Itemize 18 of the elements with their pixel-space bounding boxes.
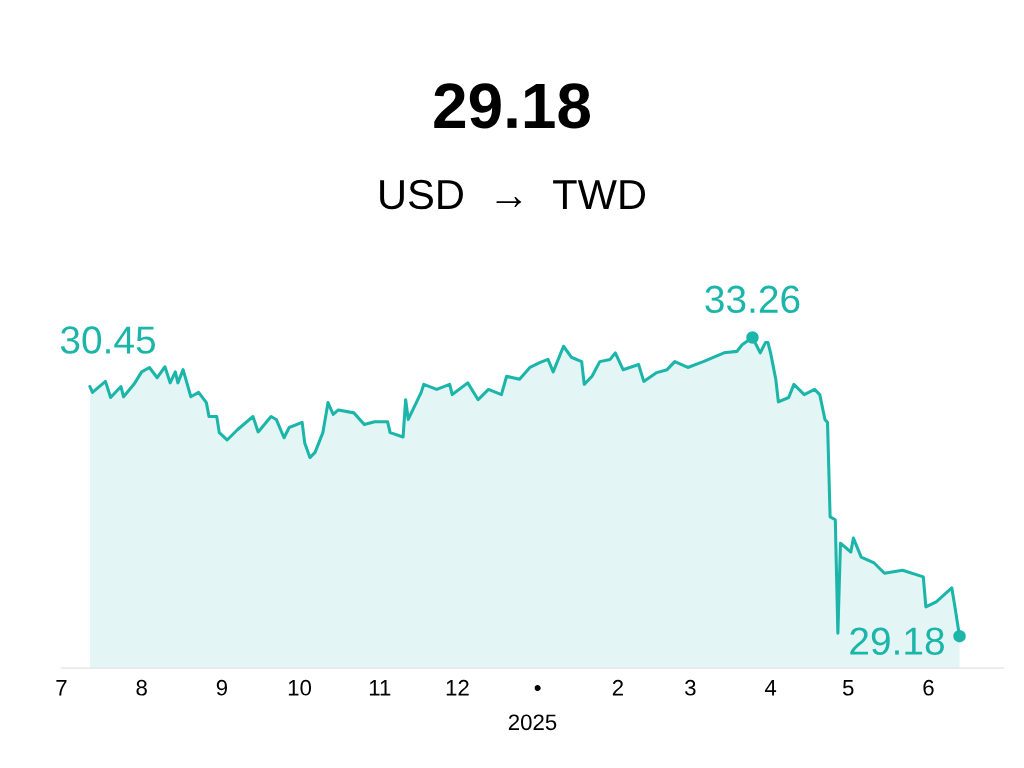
x-tick-label: 5 — [842, 680, 854, 696]
chart-title: 29.18 — [434, 83, 590, 129]
x-tick-label: 4 — [764, 680, 777, 696]
x-tick-label: 7 — [56, 680, 67, 696]
x-axis-title: 2025 — [508, 714, 557, 731]
x-tick-label: 9 — [216, 679, 228, 696]
x-tick-label: • — [534, 685, 541, 692]
x-tick-label: 12 — [446, 679, 469, 696]
annotation: 30.45 — [60, 326, 156, 354]
x-tick-label: 10 — [288, 679, 312, 696]
x-tick-label: 6 — [923, 679, 934, 696]
chart-subtitle: USD → TWD — [380, 179, 646, 210]
data-label: 29.18 — [850, 627, 944, 655]
data-label: 33.26 — [705, 285, 800, 314]
x-tick-label: 2 — [612, 679, 623, 696]
x-tick-label: 3 — [685, 679, 696, 696]
x-tick-label: 11 — [369, 680, 391, 696]
x-tick-label: 8 — [136, 679, 147, 696]
